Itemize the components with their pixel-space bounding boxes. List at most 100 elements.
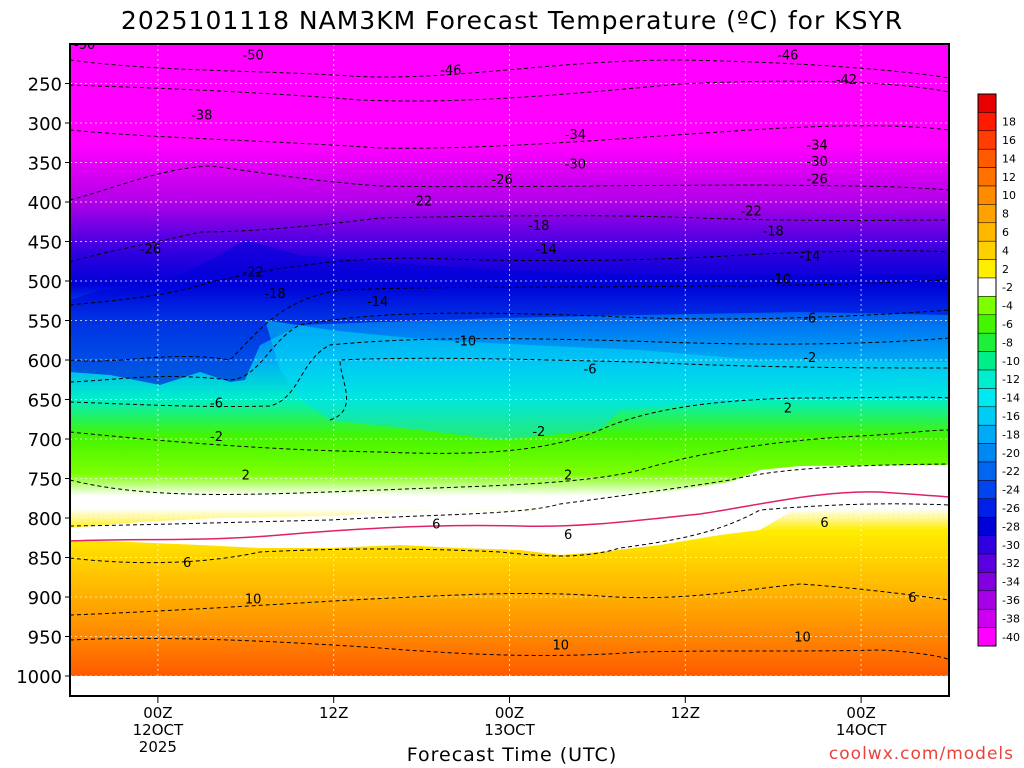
contour-label: -26 <box>492 173 513 188</box>
ground-strip <box>70 676 949 696</box>
colorbar-label: -16 <box>1002 410 1020 423</box>
contour-label: 6 <box>432 518 440 533</box>
contour-minus-26 <box>70 279 949 362</box>
contour-label: -26 <box>807 172 828 187</box>
colorbar-label: -22 <box>1002 465 1020 478</box>
contour-minus-46 <box>70 80 949 102</box>
contour-label: 2 <box>564 469 572 484</box>
contour-minus-10 <box>70 396 949 454</box>
x-tick-label: 13OCT <box>484 721 535 739</box>
colorbar-cell <box>977 590 997 610</box>
colorbar-label: -38 <box>1002 612 1020 625</box>
colorbar-cell <box>977 148 997 168</box>
x-tick-label: 00Z <box>495 704 524 722</box>
colorbar-label: -36 <box>1002 594 1020 607</box>
contour-label: -46 <box>440 63 461 78</box>
colorbar-cell <box>977 332 997 352</box>
colorbar-cell <box>977 167 997 187</box>
contour-label: -2 <box>210 430 223 445</box>
contour-label: 10 <box>794 631 811 646</box>
x-tick-label: 00Z <box>143 704 172 722</box>
colorbar-label: -40 <box>1002 631 1020 644</box>
y-tick-label: 750 <box>28 470 62 491</box>
colorbar-cell <box>977 130 997 150</box>
colorbar-frame <box>977 93 997 647</box>
contour-minus-14 <box>329 357 949 421</box>
contour-label: -22 <box>741 205 762 220</box>
colorbar-cell <box>977 277 997 297</box>
contour-label: -14 <box>799 250 820 265</box>
colorbar-label: 14 <box>1002 152 1016 165</box>
y-tick-label: 700 <box>28 430 62 451</box>
y-tick-label: 300 <box>28 114 62 135</box>
x-axis-label: Forecast Time (UTC) <box>406 744 618 766</box>
y-tick-label: 450 <box>28 233 62 254</box>
contour-label: -42 <box>836 73 857 88</box>
x-tick-label: 2025 <box>139 738 177 756</box>
contour-label: -30 <box>807 155 828 170</box>
colorbar-label: -4 <box>1002 300 1013 313</box>
colorbar-label: 16 <box>1002 134 1016 147</box>
contour-label: -14 <box>536 243 557 258</box>
colorbar-cell <box>977 535 997 555</box>
contour-label: -34 <box>807 138 828 153</box>
colorbar-cell <box>977 498 997 518</box>
contour-minus-42 <box>70 125 949 149</box>
contour-label: -18 <box>264 287 285 302</box>
colorbar-cell <box>977 259 997 279</box>
colorbar-cell <box>977 406 997 426</box>
colorbar-cell <box>977 480 997 500</box>
contour-label: -10 <box>770 273 791 288</box>
colorbar-cell <box>977 627 997 647</box>
contour-label: 6 <box>564 528 572 543</box>
colorbar-label: -30 <box>1002 539 1020 552</box>
colorbar-label: -18 <box>1002 428 1020 441</box>
colorbar-label: -26 <box>1002 502 1020 515</box>
contour-label: -6 <box>803 311 816 326</box>
y-tick-label: 850 <box>28 549 62 570</box>
colorbar-label: -12 <box>1002 373 1020 386</box>
colorbar-label: -6 <box>1002 318 1013 331</box>
colorbar-cell <box>977 204 997 224</box>
y-tick-label: 250 <box>28 75 62 96</box>
contour-label: -18 <box>528 219 549 234</box>
cold-pocket <box>70 240 949 385</box>
y-tick-label: 350 <box>28 154 62 175</box>
contour-label: -22 <box>411 194 432 209</box>
contour-labels: -50-50-46-46-42-38-34-34-30 -30-26 -26-26-… <box>74 44 916 653</box>
colorbar-cell <box>977 112 997 132</box>
colorbar-label: 10 <box>1002 189 1016 202</box>
contour-label: -2 <box>532 425 545 440</box>
colorbar-label: 2 <box>1002 263 1009 276</box>
colorbar-cell <box>977 351 997 371</box>
colorbar-cell <box>977 572 997 592</box>
contour-label: -34 <box>565 128 586 143</box>
colorbar-label: 8 <box>1002 208 1009 221</box>
colorbar-label: 18 <box>1002 116 1016 129</box>
colorbar-label: -28 <box>1002 520 1020 533</box>
colorbar-cell <box>977 443 997 463</box>
contour-minus-18 <box>70 337 949 408</box>
colorbar-cell <box>977 240 997 260</box>
colorbar-label: -8 <box>1002 336 1013 349</box>
colorbar-label: -24 <box>1002 484 1020 497</box>
contour-minus-22 <box>70 309 949 383</box>
colorbar-label: 12 <box>1002 171 1016 184</box>
colorbar: 18 16 14 12 10 8 6 4 2 -2 -4 -6 -8 -10 -12 -14 -16 -18 -20… <box>977 93 1020 647</box>
colorbar-cell-top <box>977 93 997 113</box>
freezing-band <box>70 465 949 555</box>
contour-plus-10 <box>70 637 949 661</box>
y-tick-label: 500 <box>28 272 62 293</box>
grid-lines <box>70 44 949 676</box>
contour-label: -10 <box>455 334 476 349</box>
temperature-field: -50-50-46-46-42-38-34-34-30 -30-26 -26-26-… <box>70 44 949 696</box>
x-tick-label: 12OCT <box>133 721 184 739</box>
chart-title: 2025101118 NAM3KM Forecast Temperature (… <box>120 6 904 35</box>
colorbar-cell <box>977 314 997 334</box>
colorbar-label: 6 <box>1002 226 1009 239</box>
x-tick-label: 12Z <box>319 704 348 722</box>
contour-lines <box>70 59 949 661</box>
y-tick-label: 900 <box>28 588 62 609</box>
y-axis: 250 300 350 400 450 500 550 600 650 700 750 800 850 9… <box>16 75 70 688</box>
x-tick-label: 14OCT <box>836 721 887 739</box>
